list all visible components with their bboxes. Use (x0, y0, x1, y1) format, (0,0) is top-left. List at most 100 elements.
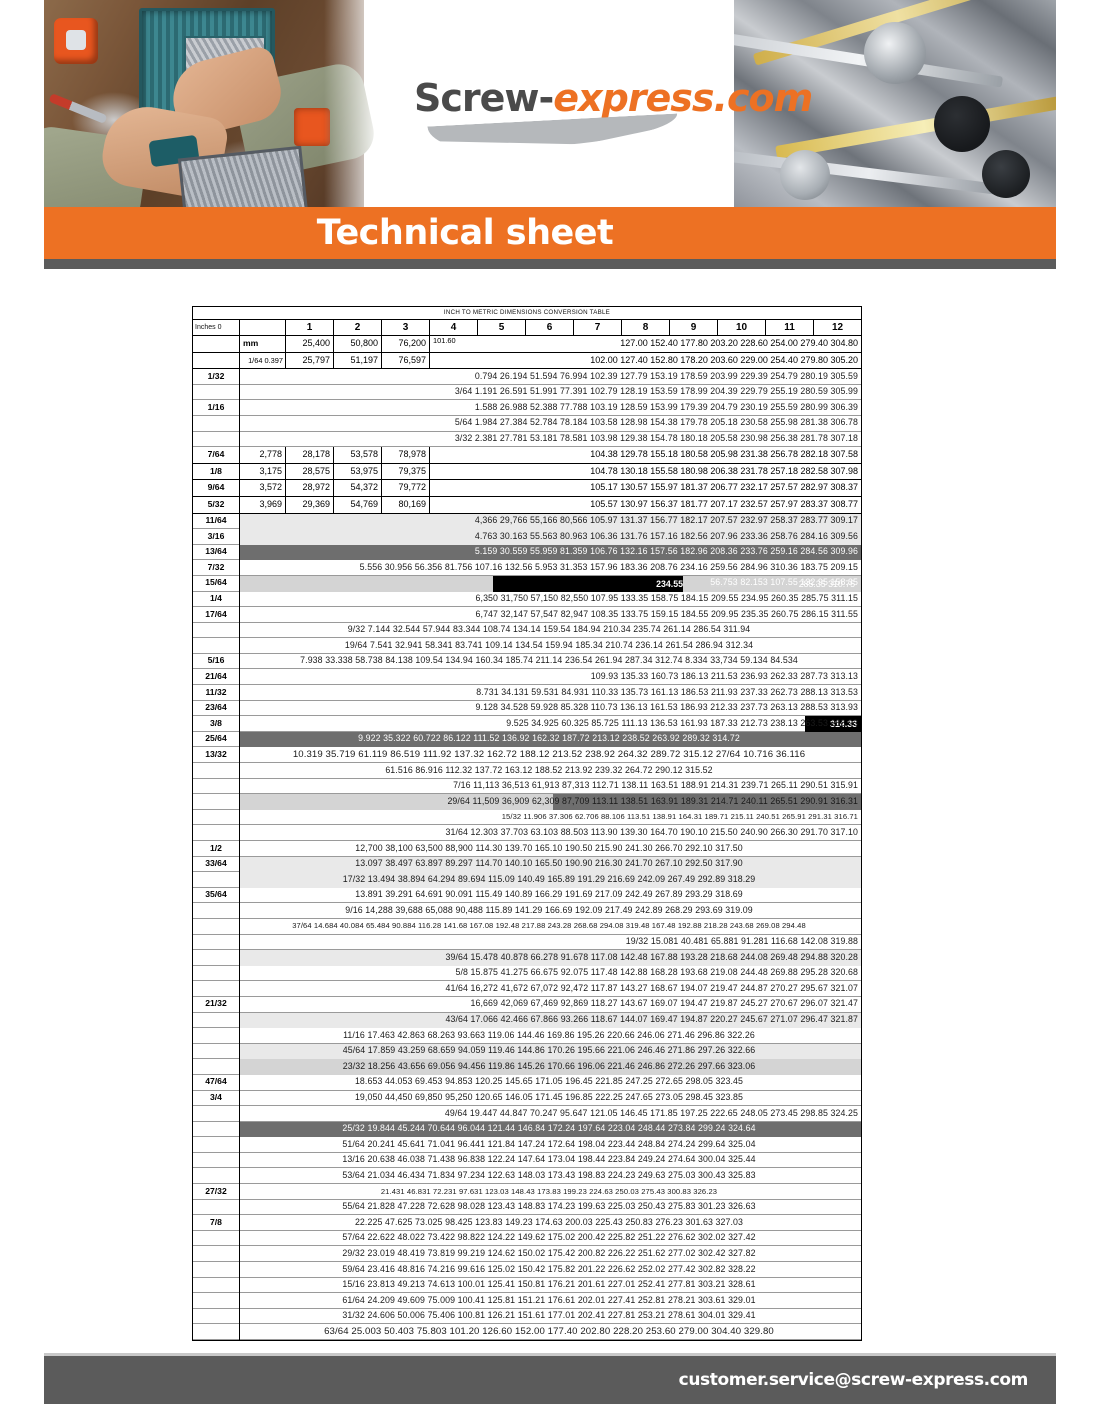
row-fraction-cell (193, 934, 240, 950)
conversion-table: INCH TO METRIC DIMENSIONS CONVERSION TAB… (192, 306, 862, 1341)
table-row: 31/64 12.303 37.703 63.103 88.503 113.90… (193, 824, 861, 841)
row-fraction-cell: 15/64 (193, 575, 240, 591)
row-values: 55/64 21.828 47.228 72.628 98.028 123.43… (342, 1201, 756, 1212)
row-fraction-cell: 3/16 (193, 528, 240, 545)
row-fraction-cell (193, 918, 240, 935)
row-cell-4: 80,169 (382, 496, 430, 513)
row-values: 18.653 44.053 69.453 94.853 120.25 145.6… (354, 1076, 744, 1087)
table-row: 5/8 15.875 41.275 66.675 92.075 117.48 1… (193, 965, 861, 982)
row-cell-2: 29,369 (286, 496, 334, 513)
row-cell-3: 54,769 (334, 496, 382, 513)
table-row: 15/32 11.906 37.306 62.706 88.106 113.51… (193, 809, 861, 826)
row-values: 8.731 34.131 59.531 84.931 110.33 135.73… (476, 686, 858, 697)
table-row: 45/64 17.859 43.259 68.659 94.059 119.46… (193, 1043, 861, 1060)
table-row: 57/64 22.622 48.022 73.422 98.822 124.22… (193, 1230, 861, 1247)
screws-photo (734, 0, 1056, 213)
row-values: 29/32 23.019 48.419 73.819 99.219 124.62… (342, 1247, 756, 1258)
row-fraction-cell: 7/32 (193, 559, 240, 576)
table-row: 29/32 23.019 48.419 73.819 99.219 124.62… (193, 1245, 861, 1263)
row-values: 17/32 13.494 38.894 64.294 89.694 115.09… (342, 873, 756, 884)
photo-fade-right (662, 0, 734, 213)
row-cell-3: 76,597 (382, 352, 430, 369)
row-values: 39/64 15.478 40.878 66.278 91.678 117.08… (445, 951, 858, 962)
row-cell-3: 54,372 (334, 480, 382, 496)
row-cell-3: 76,200 (382, 336, 430, 352)
table-row: 9/64 3,572 28,972 54,372 79,772 105.17 130.57… (193, 480, 861, 497)
row-highlight-band (240, 950, 861, 966)
table-row: 5/64 1.984 27.384 52.784 78.184 103.58 1… (193, 415, 861, 432)
row-fraction-cell (193, 809, 240, 825)
table-row: 11/16 17.463 42.863 68.263 93.663 119.06… (193, 1027, 861, 1044)
row-values: 13.891 39.291 64.691 90.091 115.49 140.8… (355, 889, 743, 900)
row-fraction-cell (193, 1043, 240, 1059)
row-fraction-cell (193, 1245, 240, 1262)
row-cell-2: 28,575 (286, 463, 334, 480)
header-col-12: 12 (831, 322, 844, 333)
row-values: 61.516 86.916 112.32 137.72 163.12 188.5… (385, 764, 713, 775)
row-values: 12,700 38,100 63,500 88,900 114.30 139.7… (355, 842, 743, 853)
row-values: 109.93 135.33 160.73 186.13 211.53 236.9… (590, 670, 858, 681)
table-row: 29/64 11,509 36,909 62,309 87,709 113.11… (193, 793, 861, 810)
row-fraction-cell (193, 637, 240, 654)
row-cell-1: 3,175 (240, 463, 286, 480)
page-footer: customer.service@screw-express.com (44, 1356, 1056, 1404)
row-fraction-cell: 1/2 (193, 840, 240, 857)
row-fraction-cell (193, 980, 240, 997)
row-values: 19,050 44,450 69,850 95,250 120.65 146.0… (354, 1092, 744, 1102)
site-logo[interactable]: Screw-express.com (414, 76, 813, 166)
row-values: 31/64 12.303 37.703 63.103 88.503 113.90… (445, 826, 858, 837)
table-row: 21/64 109.93 135.33 160.73 186.13 211.53 … (193, 668, 861, 686)
contact-email[interactable]: customer.service@screw-express.com (678, 1370, 1029, 1390)
table-row: 1/8 3,175 28,575 53,975 79,375 104.78 130.18 … (193, 463, 861, 481)
row-fraction-cell (193, 336, 240, 352)
table-row: 51/64 20.241 45.641 71.041 96.441 121.84… (193, 1136, 861, 1153)
row-fraction-cell: 17/64 (193, 606, 240, 623)
row-fraction-cell: 25/64 (193, 731, 240, 747)
table-row: 11/64 4,366 29,766 55,166 80,566 105.97 1… (193, 513, 861, 530)
row-fraction-cell: 5/16 (193, 653, 240, 669)
row-values: 41/64 16,272 41,672 67,072 92,472 117.87… (445, 982, 858, 993)
row-fraction-cell (193, 431, 240, 447)
row-fraction-cell (193, 415, 240, 432)
row-unit-cell: 1/64 0.397 (240, 352, 286, 369)
row-values: 5/8 15.875 41.275 66.675 92.075 117.48 1… (455, 967, 858, 978)
header-col-9: 9 (670, 320, 718, 335)
table-row: 3/16 4.763 30.163 55.563 80.963 106.36 13… (193, 528, 861, 545)
table-row: 5/16 7.938 33.338 58.738 84.138 109.54 13… (193, 653, 861, 670)
table-row: 61.516 86.916 112.32 137.72 163.12 188.5… (193, 762, 861, 779)
header-col-7: 7 (574, 320, 622, 335)
row-fraction-cell (193, 1012, 240, 1028)
row-fraction-cell (193, 1167, 240, 1184)
row-fraction-cell: 1/16 (193, 399, 240, 416)
table-caption: INCH TO METRIC DIMENSIONS CONVERSION TAB… (193, 307, 861, 320)
row-cell-1: 3,969 (240, 496, 286, 513)
table-row: 27/32 21.431 46.831 72.231 97.631 123.03 … (193, 1183, 861, 1200)
row-values: 127.00 152.40 177.80 203.20 228.60 254.0… (620, 338, 858, 348)
row-values: 51/64 20.241 45.641 71.041 96.441 121.84… (342, 1138, 756, 1149)
row-fraction-cell (193, 778, 240, 794)
table-row: 13/32 10.319 35.719 61.119 86.519 111.92 … (193, 746, 861, 764)
screw-3 (775, 94, 1056, 159)
row-fraction-cell (193, 762, 240, 779)
row-fraction-cell: 27/32 (193, 1183, 240, 1200)
table-row: 41/64 16,272 41,672 67,072 92,472 117.87… (193, 980, 861, 997)
table-row: 5/32 3,969 29,369 54,769 80,169 105.57 130.97… (193, 496, 861, 514)
table-row: 1/2 12,700 38,100 63,500 88,900 114.30 13… (193, 840, 861, 857)
page-title: Technical sheet (316, 213, 614, 253)
header-col-3: 3 (382, 320, 430, 335)
row-fraction-cell: 21/32 (193, 996, 240, 1013)
row-value-emphasis-tail: 314.33 (830, 719, 857, 730)
header-banner: Screw-express.com (44, 0, 1056, 213)
screw-head-1 (864, 22, 926, 84)
row-fraction-cell (193, 1277, 240, 1293)
table-row: 15/16 23.813 49.213 74.613 100.01 125.41… (193, 1277, 861, 1294)
row-cell-4: 78,978 (382, 447, 430, 463)
screw-head-4 (982, 150, 1030, 198)
table-header-row: Inches 0 1 2 3 4 5 6 7 8 9 10 11 12 (193, 320, 861, 336)
row-values: 105.17 130.57 155.97 181.37 206.77 232.1… (590, 482, 858, 493)
row-fraction-cell: 13/64 (193, 544, 240, 560)
row-values: 31/32 24.606 50.006 75.406 100.81 126.21… (342, 1310, 756, 1321)
row-fraction-cell (193, 1230, 240, 1246)
row-values: 37/64 14.684 40.084 65.484 90.884 116.28… (292, 921, 806, 931)
row-fraction-cell (193, 1261, 240, 1278)
